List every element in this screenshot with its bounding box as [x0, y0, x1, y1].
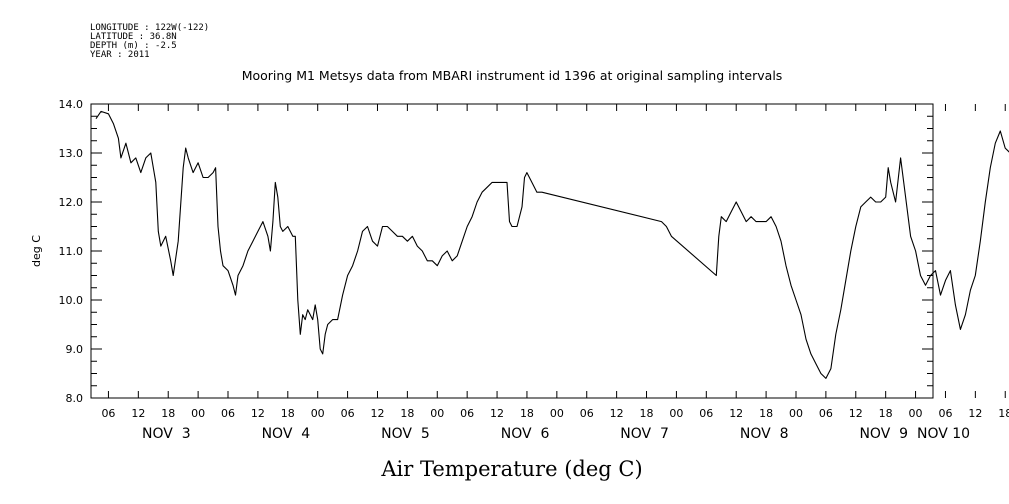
- x-tick-label: 12: [849, 407, 863, 420]
- x-tick-label: 18: [879, 407, 893, 420]
- x-tick-label: 06: [341, 407, 355, 420]
- metadata-block: LONGITUDE : 122W(-122) LATITUDE : 36.8N …: [90, 23, 209, 60]
- x-tick-label: 18: [520, 407, 534, 420]
- x-tick-label: 00: [191, 407, 205, 420]
- series-layer: [95, 110, 1009, 379]
- day-label: NOV 6: [501, 426, 550, 442]
- day-label: NOV 10: [917, 426, 970, 442]
- x-tick-label: 18: [640, 407, 654, 420]
- x-tick-label: 18: [281, 407, 295, 420]
- y-tick-label: 10.0: [59, 294, 84, 307]
- y-tick-label: 11.0: [59, 245, 84, 258]
- temperature-series-line: [95, 110, 1009, 379]
- x-tick-label: 06: [221, 407, 235, 420]
- x-tick-label: 06: [580, 407, 594, 420]
- day-label: NOV 8: [740, 426, 789, 442]
- x-tick-label: 00: [789, 407, 803, 420]
- x-tick-label: 00: [311, 407, 325, 420]
- x-tick-label: 18: [998, 407, 1009, 420]
- y-tick-label: 13.0: [59, 147, 84, 160]
- x-tick-label: 12: [610, 407, 624, 420]
- x-tick-label: 06: [460, 407, 474, 420]
- x-tick-label: 12: [370, 407, 384, 420]
- y-axis: 8.0 9.0 10.0 11.0 12.0 13.0 14.0: [59, 98, 933, 405]
- x-tick-label: 18: [400, 407, 414, 420]
- x-tick-label: 00: [669, 407, 683, 420]
- depth-label: DEPTH (m) : -2.5: [90, 41, 177, 51]
- x-tick-label: 12: [968, 407, 982, 420]
- x-tick-label: 00: [909, 407, 923, 420]
- y-tick-label: 9.0: [66, 343, 84, 356]
- day-label: NOV 9: [859, 426, 908, 442]
- x-tick-label: 00: [430, 407, 444, 420]
- y-tick-label: 8.0: [66, 392, 84, 405]
- x-tick-label: 12: [729, 407, 743, 420]
- x-tick-label: 12: [490, 407, 504, 420]
- x-tick-label: 18: [161, 407, 175, 420]
- x-tick-label: 00: [550, 407, 564, 420]
- x-tick-label: 06: [938, 407, 952, 420]
- latitude-label: LATITUDE : 36.8N: [90, 32, 177, 42]
- longitude-label: LONGITUDE : 122W(-122): [90, 23, 209, 33]
- y-axis-label: deg C: [30, 235, 43, 267]
- day-label: NOV 5: [381, 426, 430, 442]
- x-tick-label: 12: [251, 407, 265, 420]
- day-label: NOV 4: [262, 426, 311, 442]
- day-labels: NOV 3 NOV 4 NOV 5 NOV 6 NOV 7 NOV 8 NOV 9 NOV 1…: [142, 426, 970, 442]
- year-label: YEAR : 2011: [90, 50, 150, 60]
- x-tick-label: 12: [131, 407, 145, 420]
- x-axis-label: Air Temperature (deg C): [380, 457, 642, 481]
- day-label: NOV 3: [142, 426, 191, 442]
- day-label: NOV 7: [620, 426, 669, 442]
- x-tick-label: 18: [759, 407, 773, 420]
- x-tick-label: 06: [699, 407, 713, 420]
- x-tick-label: 06: [101, 407, 115, 420]
- x-axis: 06 12 18 00 06 12 18 00 06 12 18 00 06 12 18 00 06 12 18 00…: [101, 104, 1009, 420]
- y-tick-label: 14.0: [59, 98, 84, 111]
- y-tick-label: 12.0: [59, 196, 84, 209]
- chart-title: Mooring M1 Metsys data from MBARI instru…: [242, 68, 783, 83]
- plot-frame: [90, 103, 934, 399]
- x-tick-label: 06: [819, 407, 833, 420]
